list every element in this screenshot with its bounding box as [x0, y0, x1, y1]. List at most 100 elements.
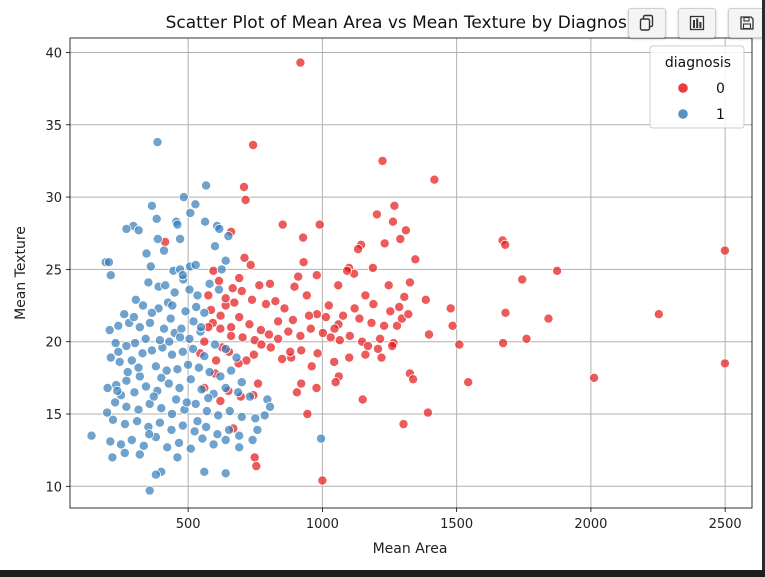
data-point	[203, 290, 214, 301]
data-point	[454, 339, 465, 350]
data-point	[199, 307, 210, 318]
data-point	[404, 277, 415, 288]
legend-label: 1	[716, 107, 725, 123]
data-point	[187, 343, 198, 354]
data-point	[296, 345, 307, 356]
data-point	[166, 424, 177, 435]
data-point	[227, 283, 238, 294]
data-point	[156, 372, 167, 383]
data-point	[208, 265, 219, 276]
data-point	[209, 339, 220, 350]
data-point	[103, 257, 114, 268]
data-point	[429, 174, 440, 185]
data-point	[213, 275, 224, 286]
data-point	[154, 335, 165, 346]
data-point	[104, 325, 115, 336]
data-point	[220, 468, 231, 479]
data-point	[133, 362, 144, 373]
data-point	[169, 287, 180, 298]
data-point	[141, 248, 152, 259]
data-point	[360, 349, 371, 360]
data-point	[144, 485, 155, 496]
data-point	[108, 414, 119, 425]
data-point	[223, 231, 234, 242]
data-point	[193, 362, 204, 373]
x-tick-label: 1500	[440, 517, 473, 532]
data-point	[120, 419, 131, 430]
data-point	[234, 312, 245, 323]
y-tick-label: 40	[45, 46, 62, 61]
data-point	[463, 377, 474, 388]
data-point	[185, 443, 196, 454]
data-point	[220, 434, 231, 445]
data-point	[158, 245, 169, 256]
data-point	[236, 411, 247, 422]
copy-icon	[639, 14, 654, 31]
data-point	[110, 397, 121, 408]
data-point	[220, 255, 231, 266]
data-point	[302, 408, 313, 419]
legend-box	[649, 45, 745, 129]
save-button[interactable]	[728, 8, 765, 38]
axes-box	[69, 37, 753, 509]
data-point	[312, 348, 323, 359]
data-point	[220, 293, 231, 304]
y-tick-label: 15	[45, 408, 62, 423]
data-point	[254, 280, 265, 291]
data-point	[329, 323, 340, 334]
data-point	[172, 364, 183, 375]
data-point	[223, 424, 234, 435]
data-point	[152, 137, 163, 148]
data-point	[165, 313, 176, 324]
data-point	[245, 259, 256, 270]
data-point	[349, 303, 360, 314]
data-point	[500, 307, 511, 318]
data-point	[344, 352, 355, 363]
data-point	[215, 323, 226, 334]
data-point	[140, 333, 151, 344]
data-point	[213, 284, 224, 295]
data-point	[445, 303, 456, 314]
data-point	[287, 314, 298, 325]
data-point	[175, 332, 186, 343]
data-point	[246, 294, 257, 305]
data-point	[189, 426, 200, 437]
data-point	[144, 317, 155, 328]
data-point	[185, 374, 196, 385]
data-point	[181, 397, 192, 408]
data-point	[203, 393, 214, 404]
data-point	[110, 338, 121, 349]
chart-icon	[689, 15, 705, 31]
data-point	[366, 317, 377, 328]
data-point	[249, 452, 260, 463]
data-point	[316, 433, 327, 444]
data-point	[263, 329, 274, 340]
data-point	[143, 277, 154, 288]
data-point	[399, 291, 410, 302]
copy-button[interactable]	[628, 8, 666, 38]
data-point	[306, 361, 317, 372]
data-point	[334, 335, 345, 346]
data-point	[192, 416, 203, 427]
data-point	[112, 385, 123, 396]
chart-button[interactable]	[678, 8, 716, 38]
data-point	[152, 233, 163, 244]
data-point	[408, 374, 419, 385]
legend-marker	[677, 108, 689, 120]
data-point	[368, 299, 379, 310]
data-point	[295, 57, 306, 68]
data-point	[199, 336, 210, 347]
data-point	[156, 403, 167, 414]
data-point	[323, 300, 334, 311]
data-point	[140, 381, 151, 392]
legend-marker	[677, 82, 689, 94]
data-point	[248, 349, 259, 360]
data-point	[305, 323, 316, 334]
data-point	[121, 375, 132, 386]
data-point	[293, 271, 304, 282]
data-point	[86, 430, 97, 441]
data-point	[122, 367, 133, 378]
data-point	[167, 300, 178, 311]
data-point	[251, 461, 262, 472]
